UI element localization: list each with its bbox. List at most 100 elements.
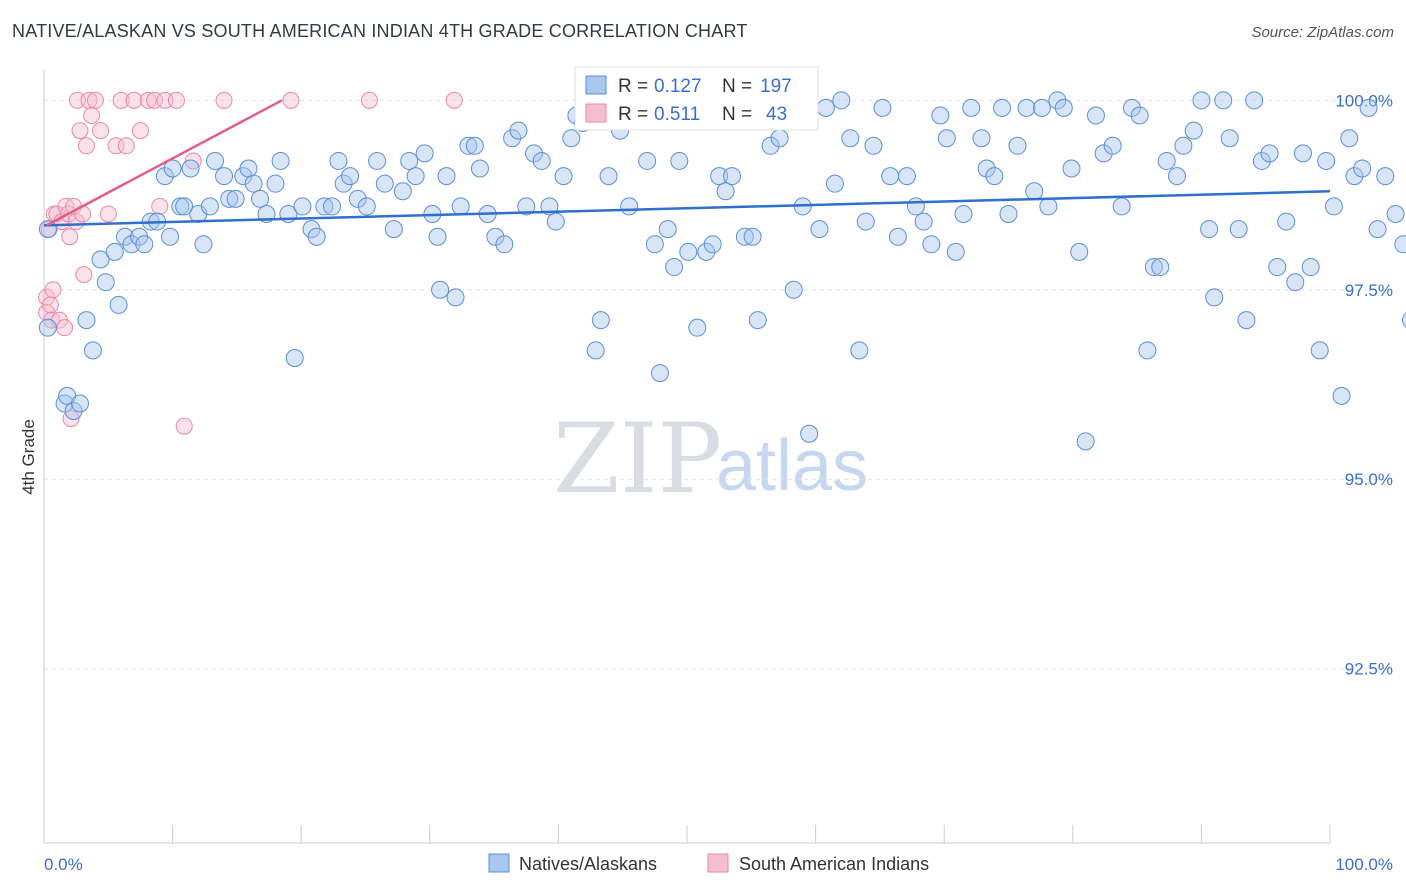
natives-alaskans-point <box>357 197 376 216</box>
natives-alaskans-point <box>670 151 689 170</box>
south-american-indians-point <box>445 91 463 109</box>
natives-alaskans-point <box>1174 136 1193 155</box>
natives-alaskans-point <box>71 394 90 413</box>
natives-alaskans-point <box>1214 91 1233 110</box>
natives-alaskans-point <box>1017 98 1036 117</box>
natives-alaskans-point <box>1103 136 1122 155</box>
natives-alaskans-point <box>832 91 851 110</box>
natives-alaskans-point <box>307 227 326 246</box>
natives-alaskans-point <box>645 235 664 254</box>
natives-alaskans-point <box>688 318 707 337</box>
south-american-indians-point <box>131 122 149 140</box>
south-american-indians-point <box>151 197 169 215</box>
natives-alaskans-point <box>503 129 522 148</box>
natives-alaskans-point <box>873 98 892 117</box>
natives-alaskans-points <box>38 91 1406 451</box>
natives-alaskans-point <box>800 424 819 443</box>
natives-alaskans-point <box>1252 151 1271 170</box>
natives-alaskans-point <box>239 159 258 178</box>
natives-alaskans-point <box>1032 98 1051 117</box>
natives-alaskans-point <box>1157 151 1176 170</box>
natives-alaskans-point <box>451 197 470 216</box>
natives-alaskans-point <box>1094 144 1113 163</box>
natives-alaskans-point <box>977 159 996 178</box>
natives-alaskans-point <box>122 235 141 254</box>
natives-alaskans-point <box>1353 159 1372 178</box>
natives-alaskans-point <box>999 204 1018 223</box>
natives-alaskans-point <box>841 129 860 148</box>
natives-alaskans-point <box>323 197 342 216</box>
south-american-indians-point <box>92 122 110 140</box>
stats-r-value-south-american: 0.511 <box>654 104 700 125</box>
natives-alaskans-point <box>1138 341 1157 360</box>
natives-alaskans-point <box>293 197 312 216</box>
natives-alaskans-point <box>1167 167 1186 186</box>
trend-lines <box>43 99 1331 227</box>
natives-alaskans-point <box>946 242 965 261</box>
south-american-indians-point <box>68 91 86 109</box>
natives-alaskans-point <box>888 227 907 246</box>
natives-alaskans-point <box>850 341 869 360</box>
natives-alaskans-point <box>368 151 387 170</box>
natives-alaskans-point <box>985 167 1004 186</box>
natives-alaskans-point <box>972 129 991 148</box>
stats-r-key-natives: R = <box>618 76 648 97</box>
south-american-indians-point <box>44 281 62 299</box>
natives-alaskans-point <box>1376 167 1395 186</box>
natives-alaskans-point <box>470 159 489 178</box>
stats-n-key-natives: N = <box>722 76 752 97</box>
natives-alaskans-point <box>38 220 57 239</box>
natives-alaskans-point <box>524 144 543 163</box>
stats-legend: R = 0.127 N = 197 R = 0.511 N = 43 <box>574 66 819 131</box>
natives-alaskans-point <box>743 227 762 246</box>
y-axis-title: 4th Grade <box>19 419 38 495</box>
x-tick-label-max: 100.0% <box>1335 855 1393 874</box>
stats-r-key-south-american: R = <box>618 104 648 125</box>
natives-alaskans-point <box>226 189 245 208</box>
natives-alaskans-point <box>716 182 735 201</box>
legend-swatch-south-american <box>707 853 729 873</box>
natives-alaskans-point <box>1076 432 1095 451</box>
natives-alaskans-point <box>91 250 110 269</box>
stats-swatch-natives <box>585 75 607 95</box>
stats-n-value-natives: 197 <box>760 76 792 97</box>
natives-alaskans-point <box>665 258 684 277</box>
natives-alaskans-point <box>1368 220 1387 239</box>
natives-alaskans-point <box>38 318 57 337</box>
south-american-indians-point <box>107 137 125 155</box>
natives-alaskans-point <box>1112 197 1131 216</box>
natives-alaskans-point <box>1086 106 1105 125</box>
natives-alaskans-point <box>375 174 394 193</box>
y-tick-label: 95.0% <box>1345 470 1393 489</box>
south-american-indians-point <box>117 137 135 155</box>
natives-alaskans-point <box>348 189 367 208</box>
natives-alaskans-point <box>83 341 102 360</box>
south-american-indians-point <box>71 122 89 140</box>
natives-alaskans-point <box>206 151 225 170</box>
natives-alaskans-point <box>251 189 270 208</box>
legend-label-natives: Natives/Alaskans <box>519 854 657 874</box>
natives-alaskans-point <box>864 136 883 155</box>
south-american-indians-point <box>77 137 95 155</box>
natives-alaskans-point <box>266 174 285 193</box>
legend-swatch-natives <box>488 853 510 873</box>
natives-alaskans-point <box>465 136 484 155</box>
natives-alaskans-point <box>244 174 263 193</box>
south-american-indians-point <box>75 266 93 284</box>
natives-alaskans-point <box>770 129 789 148</box>
natives-alaskans-point <box>315 197 334 216</box>
natives-alaskans-point <box>881 167 900 186</box>
natives-alaskans-point <box>1402 312 1406 328</box>
south-american-indians-point <box>61 228 79 246</box>
natives-alaskans-point <box>215 167 234 186</box>
natives-alaskans-point <box>1144 258 1163 277</box>
south-american-indians-point <box>282 91 300 109</box>
south-american-indians-trend-line <box>45 99 283 227</box>
natives-alaskans-point <box>1054 98 1073 117</box>
natives-alaskans-point <box>393 182 412 201</box>
natives-alaskans-point <box>96 273 115 292</box>
natives-alaskans-point <box>341 167 360 186</box>
south-american-indians-point <box>62 410 80 428</box>
natives-alaskans-point <box>406 167 425 186</box>
